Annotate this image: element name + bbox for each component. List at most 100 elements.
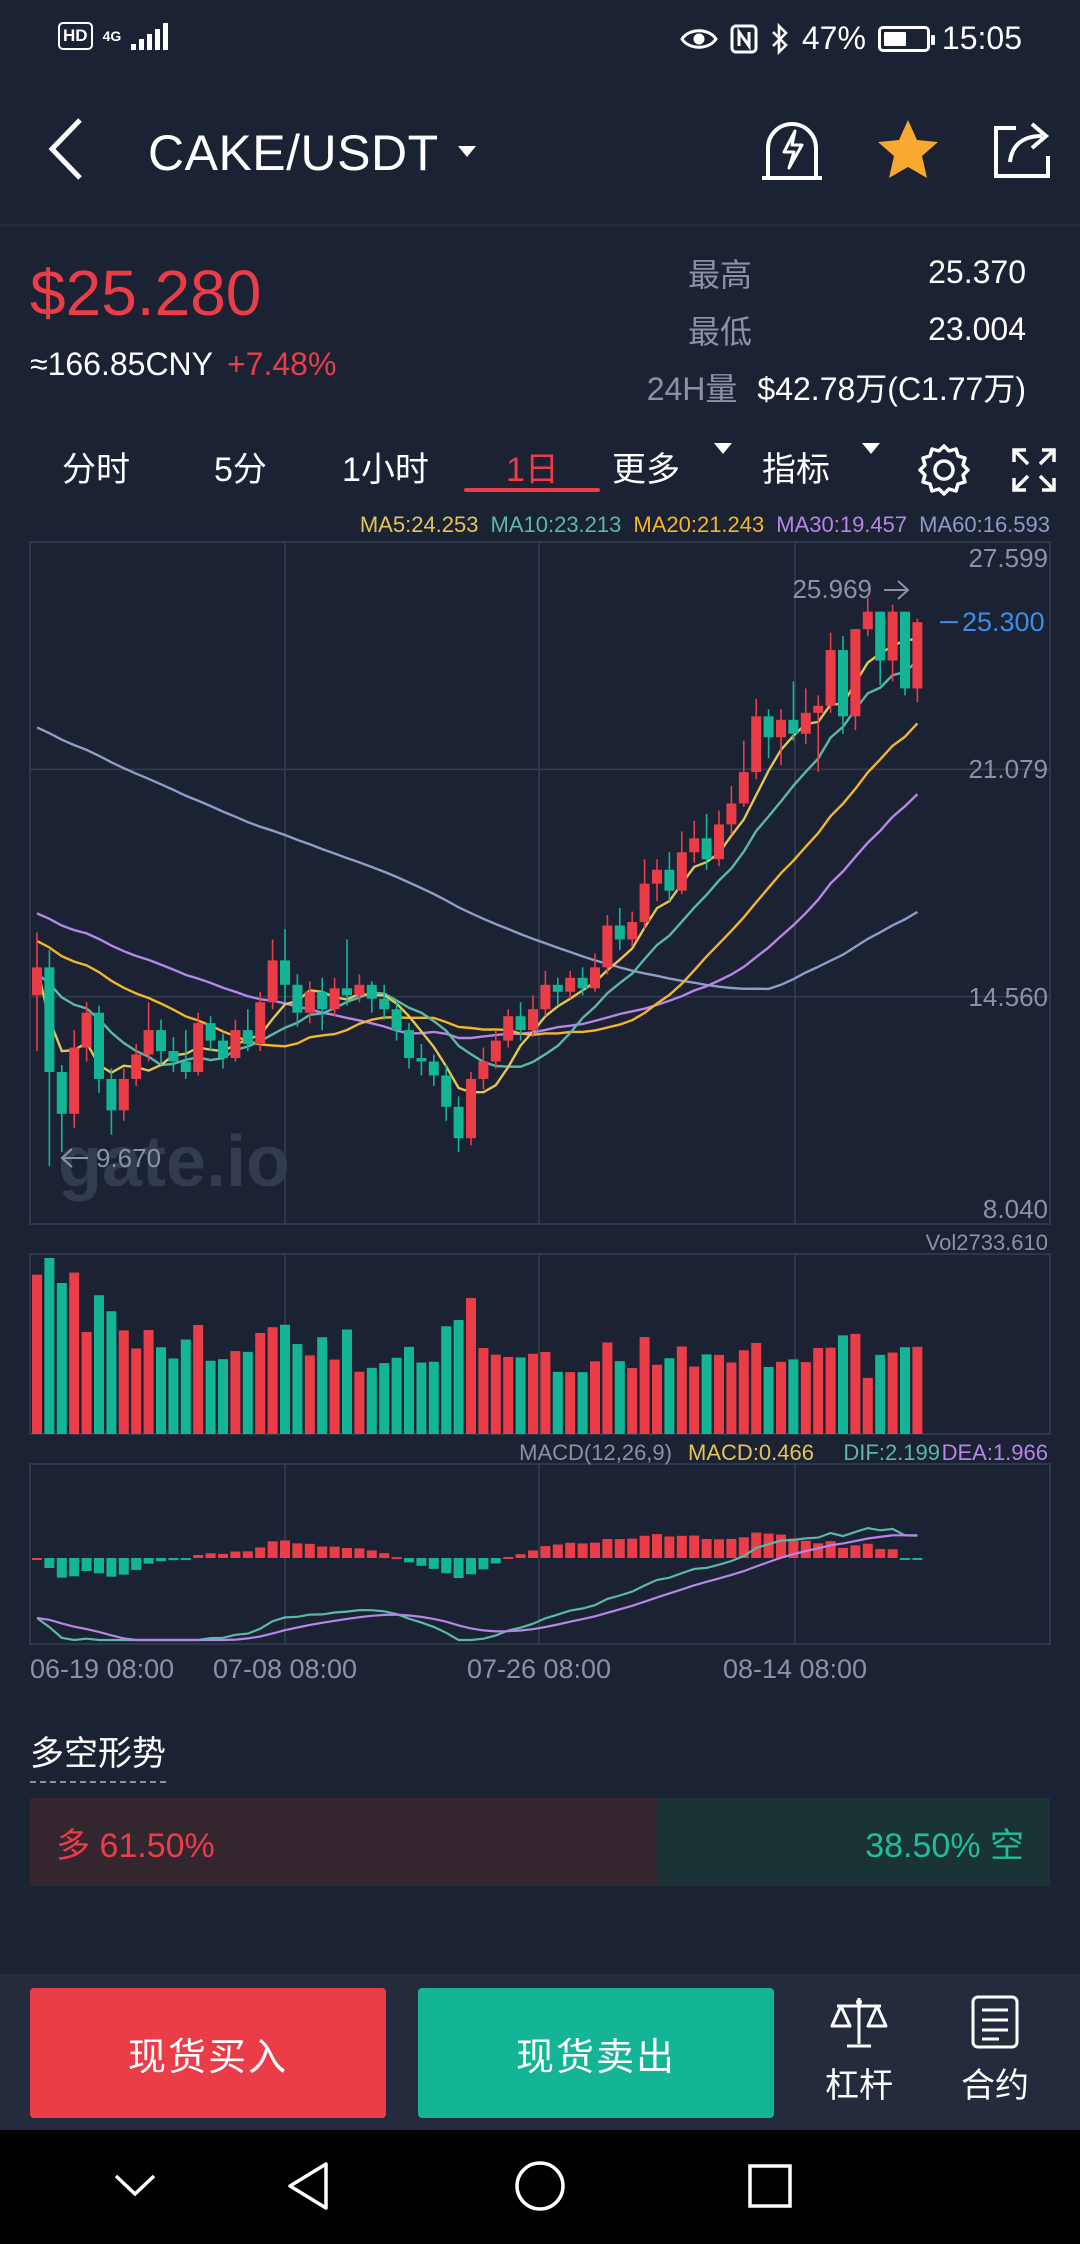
- volume-bar: [56, 1282, 67, 1434]
- nav-back-icon[interactable]: [282, 2158, 338, 2214]
- volume-bar: [106, 1311, 117, 1434]
- macd-histogram-bar: [738, 1537, 749, 1558]
- system-nav-bar: [0, 2130, 1080, 2244]
- macd-histogram-bar: [552, 1544, 563, 1558]
- candle-body: [751, 716, 762, 773]
- volume-bar: [404, 1346, 414, 1434]
- scale-icon: [830, 1998, 888, 2048]
- candle-body: [900, 611, 910, 689]
- macd-histogram-bar: [404, 1558, 414, 1563]
- candle-body: [875, 611, 886, 661]
- nav-home-icon[interactable]: [512, 2158, 568, 2214]
- candle-body: [44, 967, 55, 1072]
- volume-bar: [193, 1324, 204, 1434]
- bluetooth-icon: [771, 22, 788, 55]
- macd-histogram-bar: [751, 1532, 762, 1558]
- macd-histogram-bar: [676, 1535, 687, 1558]
- volume-bar: [788, 1359, 799, 1434]
- ma20-line: [36, 722, 919, 1048]
- volume-bar: [205, 1360, 216, 1434]
- pair-selector[interactable]: CAKE/USDT: [148, 125, 439, 181]
- volume-bar: [701, 1354, 712, 1434]
- candle-body: [862, 611, 873, 630]
- chevron-down-icon[interactable]: [458, 146, 476, 157]
- volume-bar: [379, 1363, 390, 1434]
- contract-button[interactable]: 合约: [940, 1994, 1050, 2107]
- volume-bar: [453, 1320, 464, 1434]
- leverage-label: 杠杆: [825, 2067, 893, 2105]
- volume-bar: [32, 1274, 42, 1434]
- volume-bar: [875, 1354, 886, 1434]
- indicator-caret-icon[interactable]: [862, 443, 880, 454]
- volume-bar: [230, 1351, 241, 1434]
- price-alert-icon[interactable]: [756, 114, 828, 186]
- share-icon[interactable]: [986, 114, 1058, 186]
- tab-timeline[interactable]: 分时: [62, 451, 130, 489]
- volume-bar: [825, 1347, 836, 1434]
- active-tab-indicator: [464, 488, 600, 492]
- kline-chart[interactable]: gate.io 27.599 21.079 14.560 8.040 25.969 9.67…: [0, 530, 1080, 1680]
- macd-histogram-bar: [862, 1543, 873, 1558]
- trade-action-bar: 现货买入 现货卖出 杠杆 合约: [0, 1974, 1080, 2130]
- macd-pane-border: [29, 1463, 1051, 1645]
- leverage-button[interactable]: 杠杆: [804, 1994, 914, 2107]
- settings-gear-icon[interactable]: [916, 442, 972, 498]
- volume-bar: [94, 1295, 104, 1434]
- macd-histogram-bar: [838, 1547, 848, 1558]
- candle-body: [552, 984, 563, 992]
- macd-histogram-bar: [639, 1535, 650, 1558]
- hide-keyboard-icon[interactable]: [110, 2158, 160, 2214]
- candle-body: [304, 991, 315, 1013]
- candle-body: [850, 629, 861, 717]
- spot-buy-button[interactable]: 现货买入: [30, 1988, 386, 2118]
- volume-bar: [652, 1364, 662, 1434]
- macd-histogram-bar: [540, 1546, 551, 1558]
- spot-sell-button[interactable]: 现货卖出: [418, 1988, 774, 2118]
- last-price: $25.280: [30, 257, 262, 329]
- battery-percent: 47%: [801, 20, 866, 56]
- nav-recent-icon[interactable]: [742, 2158, 798, 2214]
- candle-body: [354, 984, 365, 996]
- macd-histogram-bar: [366, 1550, 377, 1558]
- favorite-star-icon[interactable]: [872, 114, 944, 186]
- volume-bar: [242, 1351, 253, 1434]
- volume-bar: [738, 1350, 749, 1434]
- fullscreen-icon[interactable]: [1010, 446, 1058, 494]
- tab-indicators[interactable]: 指标: [762, 451, 830, 489]
- ma-legend: MA5:24.253 MA10:23.213 MA20:21.243 MA30:…: [360, 512, 1050, 538]
- y-axis-label: 8.040: [983, 1194, 1048, 1224]
- volume-bar: [478, 1348, 489, 1434]
- tab-5min[interactable]: 5分: [214, 451, 267, 489]
- interval-tabs: 分时 5分 1小时 1日 更多 指标: [0, 420, 1080, 512]
- candle-body: [267, 960, 278, 1003]
- volume-bar: [304, 1355, 315, 1434]
- macd-histogram-bar: [515, 1554, 526, 1558]
- contract-label: 合约: [961, 2067, 1029, 2105]
- ma30-line: [36, 793, 919, 1040]
- macd-histogram-bar: [118, 1558, 129, 1575]
- macd-histogram-bar: [131, 1558, 142, 1570]
- volume-bar: [676, 1346, 687, 1434]
- candle-body: [813, 705, 824, 713]
- candle-body: [81, 1012, 92, 1048]
- more-caret-icon[interactable]: [714, 443, 732, 454]
- tab-1hour[interactable]: 1小时: [342, 451, 429, 489]
- battery-icon: [877, 25, 935, 52]
- min-price-label: 9.670: [96, 1143, 161, 1173]
- macd-histogram-bar: [280, 1540, 290, 1558]
- macd-histogram-bar: [143, 1558, 154, 1564]
- volume-bar: [540, 1351, 551, 1434]
- volume-bar: [887, 1352, 898, 1434]
- eye-icon: [680, 28, 718, 49]
- back-arrow-icon[interactable]: [40, 114, 90, 184]
- volume-bar: [69, 1272, 80, 1434]
- ma20-label: MA20:21.243: [633, 512, 765, 537]
- volume-bar: [466, 1298, 476, 1434]
- candle-body: [515, 1016, 526, 1031]
- tab-1day[interactable]: 1日: [506, 451, 559, 489]
- candle-body: [180, 1061, 191, 1072]
- candle-body: [664, 869, 675, 891]
- macd-histogram-bar: [416, 1558, 427, 1566]
- macd-histogram-bar: [565, 1542, 576, 1558]
- tab-more[interactable]: 更多: [612, 451, 680, 489]
